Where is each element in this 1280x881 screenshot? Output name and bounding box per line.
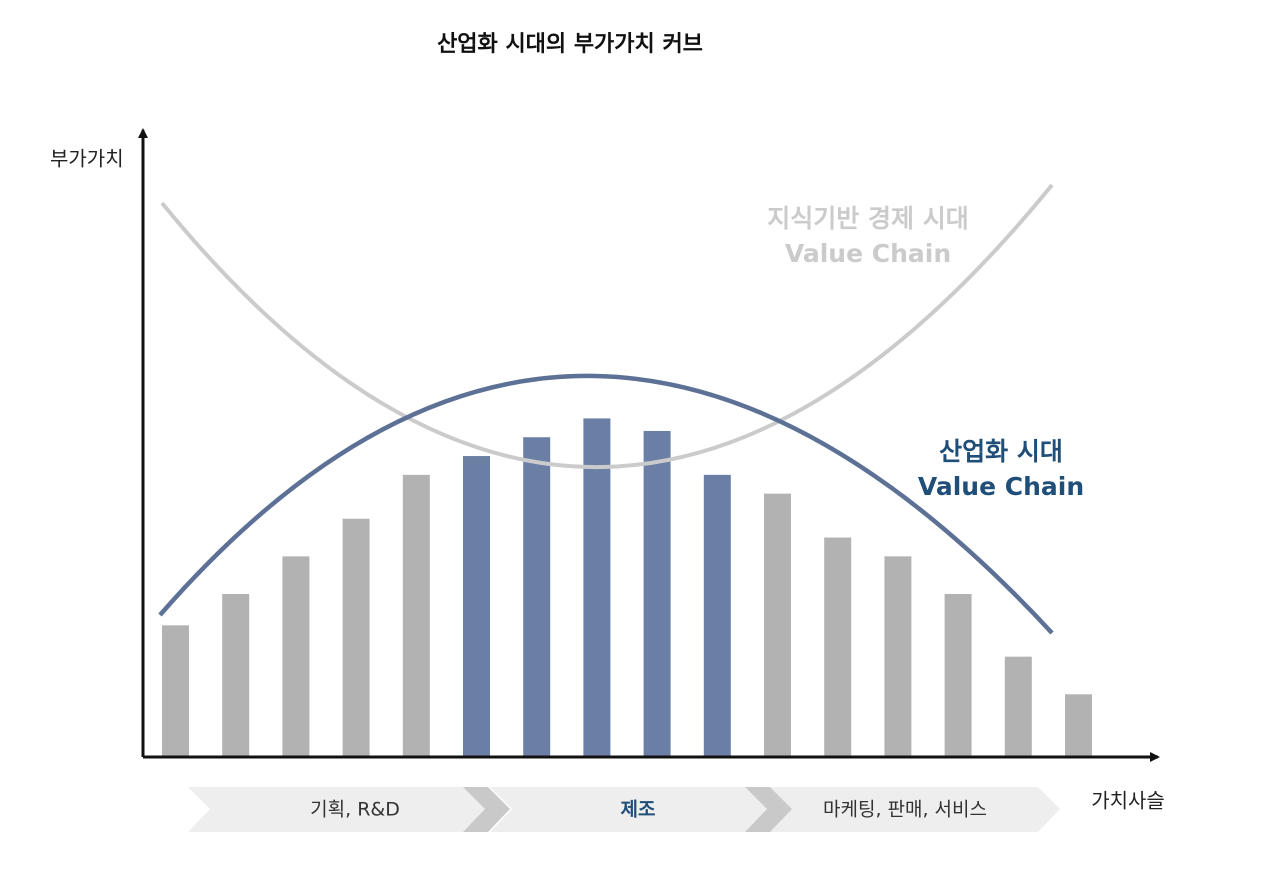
stage-band (188, 787, 485, 832)
industrial-curve (158, 373, 1054, 635)
bar (222, 593, 250, 757)
knowledge-curve (160, 183, 1054, 469)
stages: 기획, R&D 제조 마케팅, 판매, 서비스 (188, 787, 1060, 832)
bars (162, 418, 1092, 757)
curve-label: 산업화 시대 (939, 437, 1063, 466)
stage-label: 기획, R&D (310, 799, 400, 821)
bar (1065, 694, 1092, 757)
bar (583, 418, 611, 757)
bar (162, 625, 189, 757)
bar (402, 474, 430, 757)
bar (523, 437, 551, 757)
bar (764, 493, 791, 757)
chart-title: 산업화 시대의 부가가치 커브 (437, 32, 703, 57)
stage-label: 제조 (621, 799, 656, 821)
stage-band (770, 787, 1060, 832)
stage-band (490, 787, 767, 832)
stage-chevron (463, 787, 510, 832)
bar (643, 430, 671, 757)
y-axis-label: 부가가치 (50, 147, 124, 171)
stage-label: 마케팅, 판매, 서비스 (823, 799, 987, 821)
bar (342, 518, 370, 757)
bar (703, 474, 731, 757)
curve-label: Value Chain (918, 472, 1084, 501)
bar (282, 556, 310, 757)
bar (463, 456, 490, 757)
stage-chevron (745, 787, 792, 832)
x-axis-label: 가치사슬 (1091, 789, 1165, 813)
curve-label: 지식기반 경제 시대 (767, 204, 968, 233)
bar (944, 593, 972, 757)
curve-label: Value Chain (785, 239, 951, 268)
bar (884, 556, 912, 757)
bar (824, 537, 852, 757)
bar (1004, 656, 1032, 757)
